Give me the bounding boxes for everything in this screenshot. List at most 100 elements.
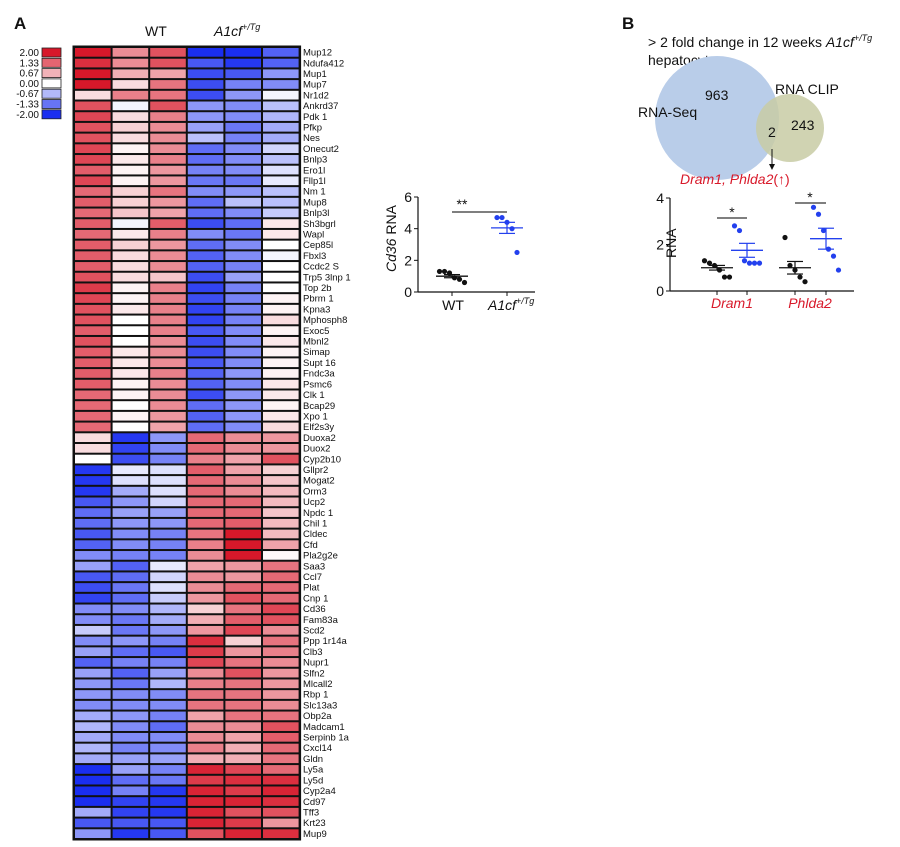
heatmap-cell (150, 711, 186, 721)
heatmap-cell (150, 401, 186, 410)
significance-label: * (729, 204, 735, 220)
heatmap-cell (112, 540, 149, 550)
heatmap-cell (263, 326, 299, 335)
column-group-a1cf: A1cf+/Tg (213, 22, 260, 39)
heatmap-cell (225, 732, 261, 742)
heatmap-cell (187, 251, 224, 261)
heatmap-cell (187, 583, 224, 592)
heatmap-cell (75, 433, 111, 442)
heatmap-cell (263, 101, 299, 111)
gene-label: Ccdc2 S (303, 262, 339, 273)
heatmap-cell (75, 476, 111, 485)
heatmap-cell (75, 336, 111, 346)
heatmap-cell (263, 722, 299, 731)
gene-label: Nm 1 (303, 187, 326, 198)
heatmap-cell (225, 315, 261, 325)
gene-label: Rbp 1 (303, 690, 328, 701)
gene-label: Slc13a3 (303, 700, 337, 711)
heatmap-cell (150, 722, 186, 731)
heatmap-cell (225, 219, 261, 228)
heatmap-cell (150, 155, 186, 164)
heatmap-cell (263, 593, 299, 603)
heatmap-cell (187, 272, 224, 282)
heatmap-cell (75, 647, 111, 657)
heatmap-cell (112, 176, 149, 186)
heatmap-cell (75, 251, 111, 261)
heatmap-cell (112, 818, 149, 828)
heatmap-cell (225, 765, 261, 774)
heatmap-cell (187, 465, 224, 475)
data-point (499, 214, 505, 221)
heatmap-cell (225, 636, 261, 646)
heatmap-cell (225, 690, 261, 699)
heatmap-cell (263, 133, 299, 143)
heatmap-cell (263, 540, 299, 550)
heatmap-cell (225, 604, 261, 614)
heatmap-cell (150, 411, 186, 421)
heatmap-cell (150, 690, 186, 699)
legend-swatch (41, 88, 62, 99)
heatmap-cell (112, 229, 149, 239)
heatmap-cell (75, 112, 111, 121)
heatmap-cell (225, 411, 261, 421)
heatmap-cell (225, 390, 261, 400)
gene-label: Obp2a (303, 711, 332, 722)
heatmap-cell (150, 497, 186, 507)
legend-value: -1.33 (16, 100, 39, 111)
heatmap-cell (225, 347, 261, 357)
gene-label: Bnlp3l (303, 208, 329, 219)
heatmap-cell (263, 187, 299, 196)
heatmap-cell (150, 668, 186, 678)
heatmap-cell (112, 615, 149, 624)
heatmap-cell (75, 240, 111, 250)
heatmap-cell (263, 700, 299, 710)
heatmap-cell (112, 508, 149, 517)
heatmap-cell (75, 518, 111, 528)
heatmap-cell (263, 272, 299, 282)
heatmap-cell (187, 647, 224, 657)
data-point (706, 260, 713, 266)
heatmap-cell (112, 711, 149, 721)
heatmap-cell (225, 540, 261, 550)
heatmap-cell (150, 797, 186, 806)
gene-label: Mlcall2 (303, 679, 333, 690)
heatmap-cell (150, 775, 186, 785)
heatmap-cell (112, 754, 149, 764)
heatmap-cell (75, 561, 111, 571)
heatmap-cell (263, 219, 299, 228)
heatmap-cell (112, 208, 149, 218)
gene-label: Mup1 (303, 69, 327, 80)
heatmap-cell (75, 165, 111, 175)
heatmap-cell (112, 786, 149, 796)
heatmap-cell (112, 347, 149, 357)
heatmap-cell (112, 69, 149, 79)
column-group-wt: WT (145, 23, 167, 39)
heatmap-cell (150, 187, 186, 196)
heatmap-cell (225, 155, 261, 164)
heatmap-cell (187, 786, 224, 796)
data-point (797, 274, 803, 280)
heatmap-cell (150, 176, 186, 186)
heatmap-cell (225, 369, 261, 378)
heatmap-cell (150, 283, 186, 293)
data-point (820, 227, 827, 234)
legend-value: 0.00 (20, 79, 40, 90)
heatmap-cell (187, 508, 224, 517)
heatmap-cell (112, 829, 149, 838)
heatmap-cell (112, 775, 149, 785)
heatmap-cell (112, 765, 149, 774)
gene-label: Cfd (303, 540, 318, 551)
gene-label: Mphosph8 (303, 315, 347, 326)
heatmap-cell (112, 679, 149, 689)
heatmap-cell (112, 476, 149, 485)
heatmap-cell (112, 807, 149, 817)
heatmap-cell (150, 754, 186, 764)
legend-value: -0.67 (16, 89, 39, 100)
heatmap-cell (187, 283, 224, 293)
venn-circle-rna-clip (756, 94, 824, 162)
heatmap-cell (263, 411, 299, 421)
heatmap-cell (187, 807, 224, 817)
legend-swatch (41, 57, 62, 68)
heatmap-cell (263, 518, 299, 528)
heatmap-cell (263, 497, 299, 507)
